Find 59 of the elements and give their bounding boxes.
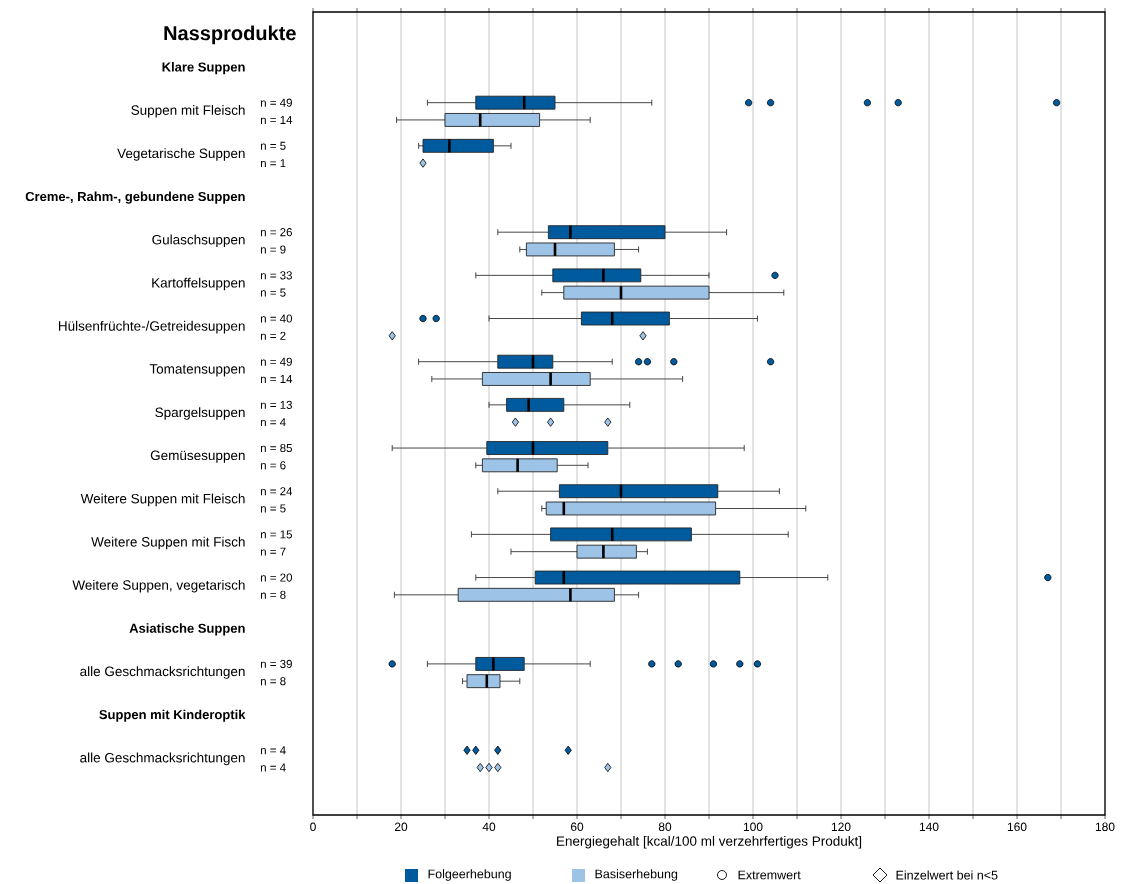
text: n = 14 xyxy=(260,374,293,383)
text: n = 1 xyxy=(260,159,286,167)
y-tick-label: Weitere Suppen, vegetarisch xyxy=(72,579,245,593)
y-tick-label: Gulaschsuppen xyxy=(152,234,245,248)
text: n = 40 xyxy=(260,314,293,323)
text: n = 5 xyxy=(260,504,286,513)
x-tick-label: 160 xyxy=(1007,822,1027,831)
x-tick-label: 20 xyxy=(394,822,408,831)
legend-label: Basiserhebung xyxy=(595,869,678,881)
text: n = 5 xyxy=(260,288,286,297)
x-tick-label: 80 xyxy=(658,822,672,831)
y-tick-label: Vegetarische Suppen xyxy=(117,148,245,161)
text: n = 4 xyxy=(260,763,286,772)
text: n = 33 xyxy=(260,271,292,280)
text: n = 85 xyxy=(260,443,292,453)
text: n = 13 xyxy=(260,400,292,409)
text: n = 26 xyxy=(260,228,292,237)
text: n = 8 xyxy=(260,677,286,686)
y-tick-label: alle Geschmacksrichtungen xyxy=(80,666,245,679)
text: n = 39 xyxy=(260,659,292,668)
text: n = 4 xyxy=(260,418,286,427)
text: n = 49 xyxy=(260,357,292,366)
text: n = 49 xyxy=(260,98,292,107)
y-tick-label: Spargelsuppen xyxy=(155,407,245,420)
x-tick-label: 40 xyxy=(482,822,496,831)
text: n = 15 xyxy=(260,530,292,539)
x-tick-label: 140 xyxy=(919,822,939,831)
y-tick-label: Hülsenfrüchte-/Getreidesuppen xyxy=(58,320,245,334)
text: n = 6 xyxy=(260,461,286,470)
y-tick-label: Asiatische Suppen xyxy=(129,623,245,636)
legend-label: Folgeerhebung xyxy=(428,869,511,881)
x-tick-label: 60 xyxy=(570,822,584,831)
text: n = 7 xyxy=(260,547,286,556)
text: n = 9 xyxy=(260,245,286,254)
y-tick-label: Gemüsesuppen xyxy=(150,450,245,463)
text: n = 4 xyxy=(260,746,286,755)
y-tick-label: Tomatensuppen xyxy=(149,364,245,377)
x-tick-label: 120 xyxy=(831,822,851,831)
text: Extremwert xyxy=(738,870,801,880)
y-tick-label: Suppen mit Fleisch xyxy=(131,104,245,118)
x-tick-label: 0 xyxy=(310,822,316,831)
text: Nassprodukte xyxy=(164,25,296,45)
x-axis-title: Energiegehalt [kcal/100 ml verzehrfertiges Produkt] xyxy=(557,835,862,849)
y-tick-label: Kartoffelsuppen xyxy=(152,277,245,291)
x-tick-label: 100 xyxy=(743,822,763,831)
text: n = 14 xyxy=(260,115,293,124)
text: Einzelwert bei n<5 xyxy=(896,870,998,880)
text: n = 5 xyxy=(260,141,286,150)
text: n = 8 xyxy=(260,590,286,599)
text: n = 2 xyxy=(260,331,286,340)
text: n = 20 xyxy=(260,573,293,582)
x-tick-label: 180 xyxy=(1095,822,1115,831)
y-tick-label: Weitere Suppen mit Fleisch xyxy=(80,493,245,507)
y-tick-label: Klare Suppen xyxy=(162,61,245,75)
y-tick-label: Suppen mit Kinderoptik xyxy=(99,709,246,722)
y-tick-label: Creme-, Rahm-, gebundene Suppen xyxy=(25,191,245,204)
text: n = 24 xyxy=(260,487,293,496)
y-tick-label: Weitere Suppen mit Fisch xyxy=(91,536,245,550)
y-tick-label: alle Geschmacksrichtungen xyxy=(80,752,245,766)
